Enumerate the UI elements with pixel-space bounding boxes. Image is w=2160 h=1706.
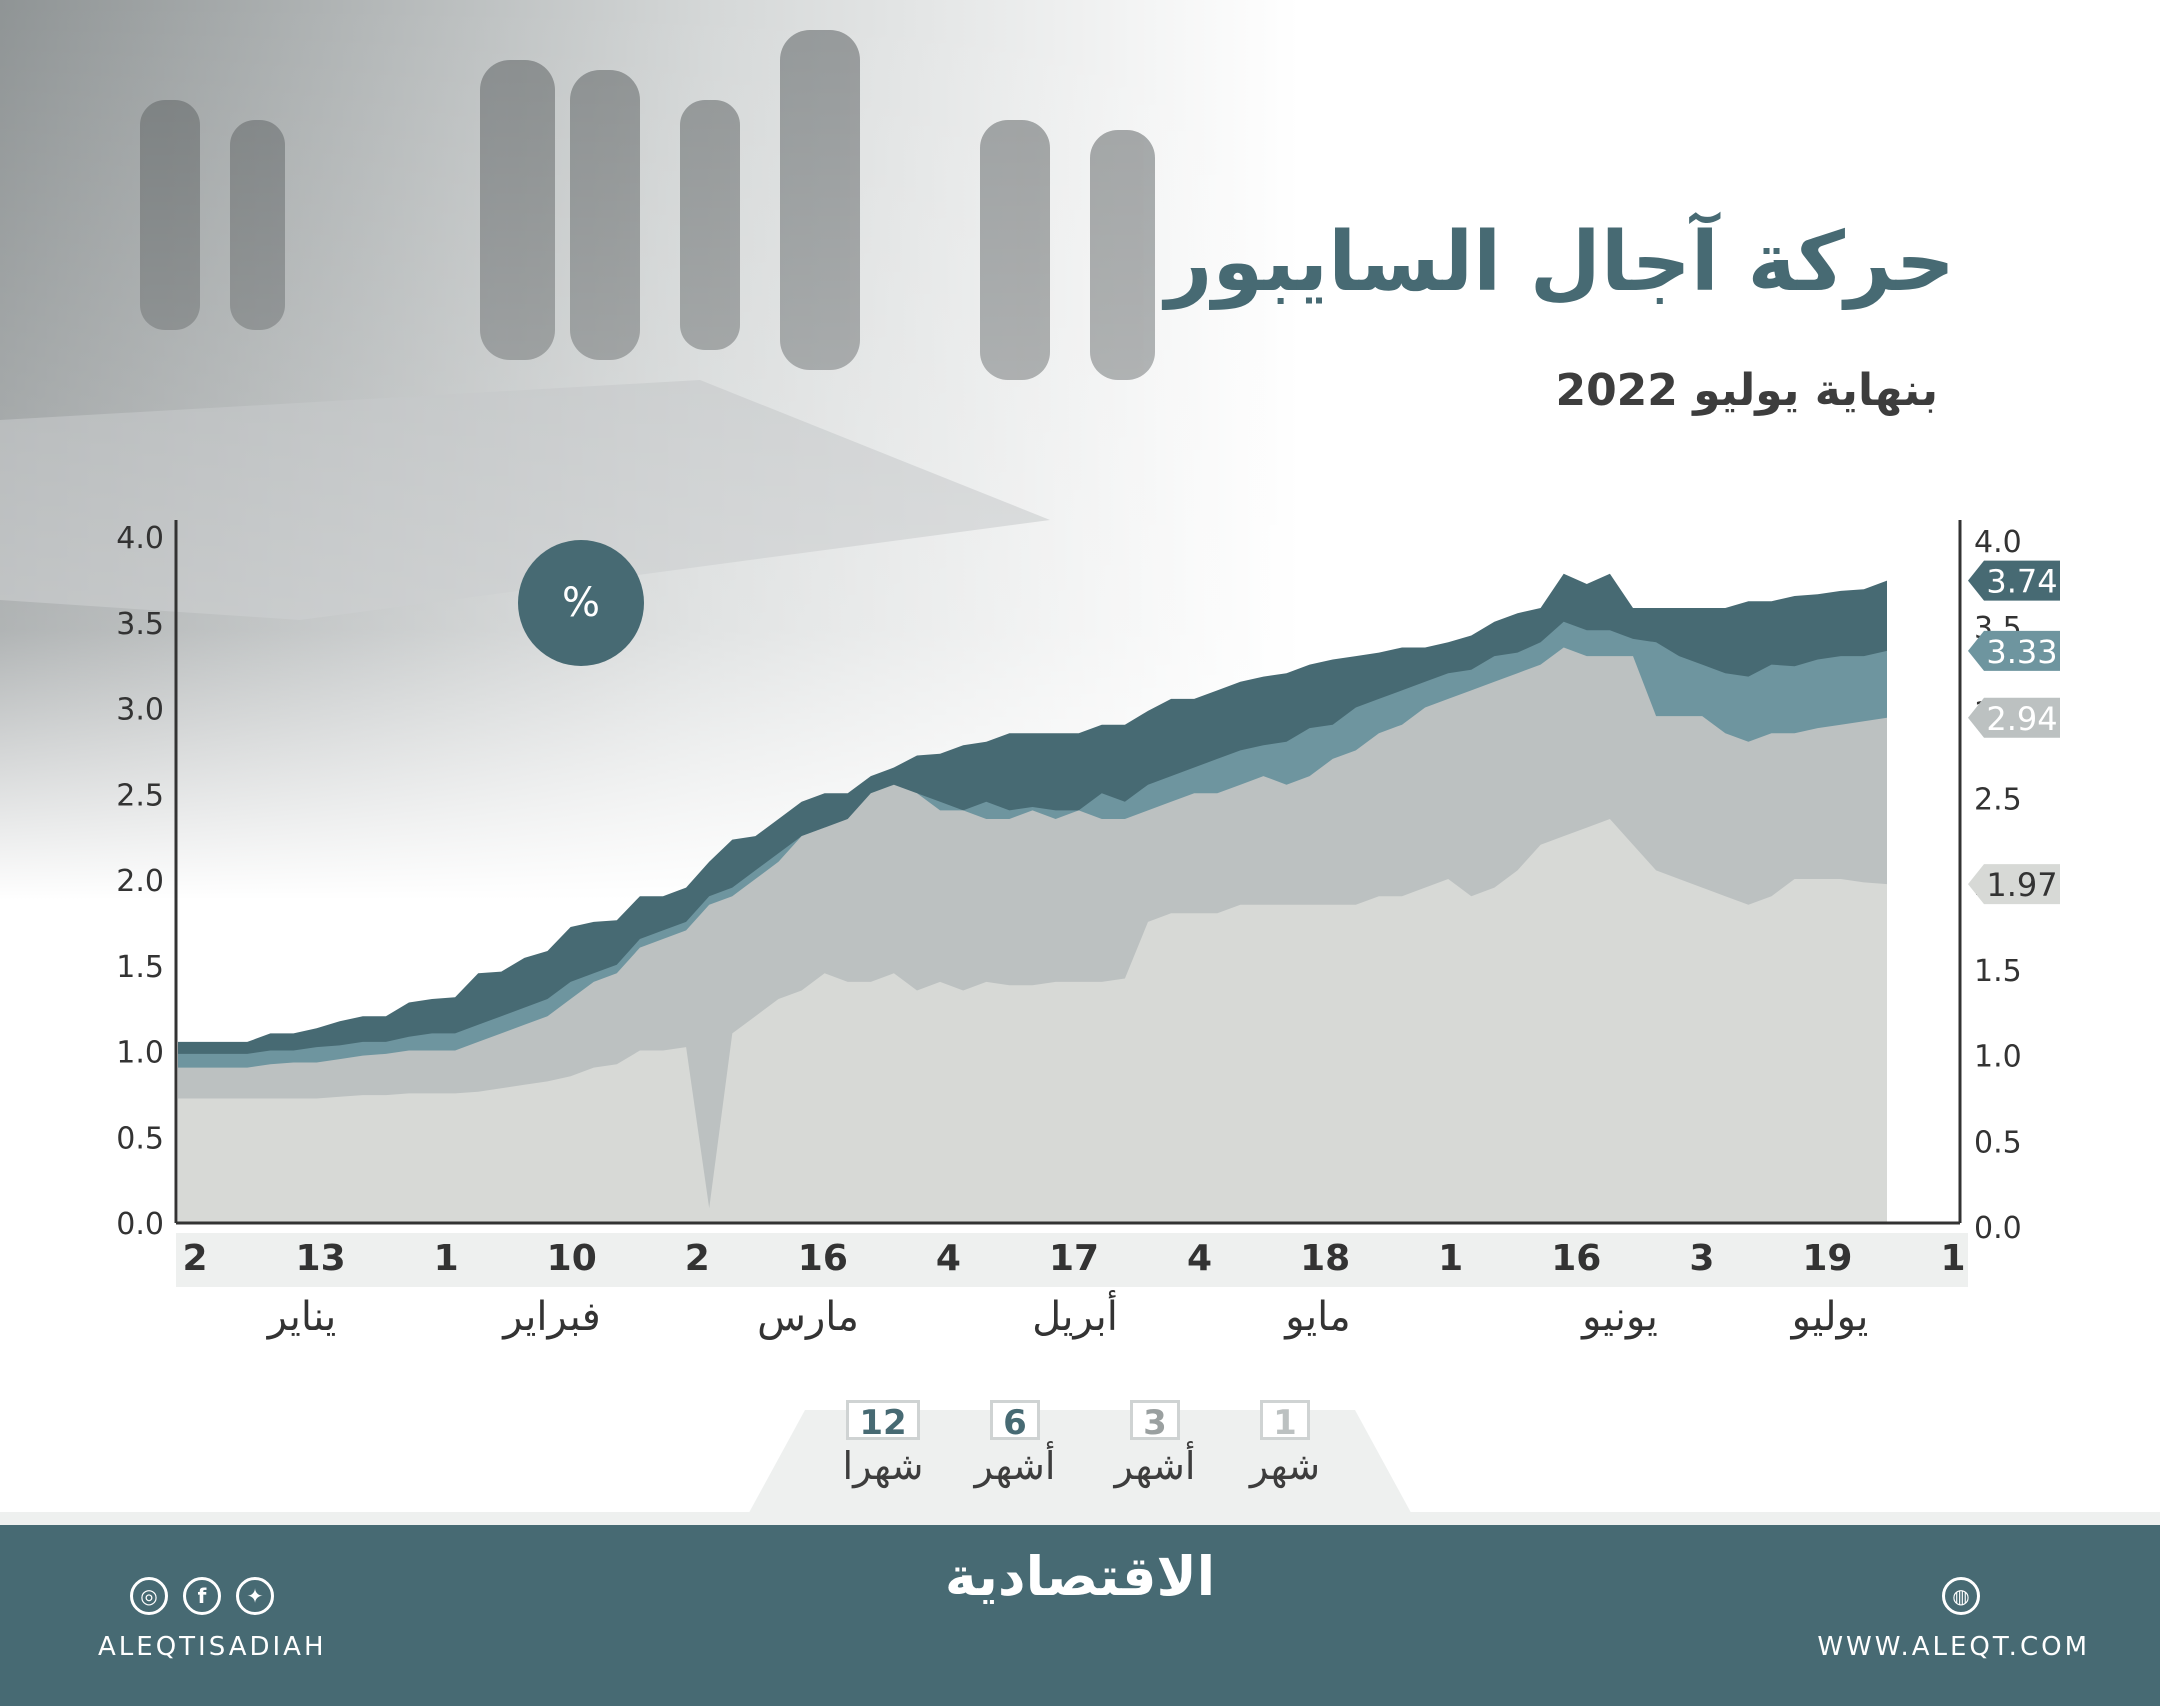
- month-label: يونيو: [1580, 1294, 1658, 1340]
- brand-logo: الاقتصادية: [944, 1545, 1216, 1608]
- y-tick-label-left: 1.5: [116, 950, 164, 985]
- month-label: مارس: [757, 1294, 859, 1340]
- x-tick-label: 18: [1300, 1238, 1350, 1279]
- end-value-label: 3.33: [1986, 633, 2057, 671]
- end-value-tag: [1968, 864, 2060, 905]
- y-tick-label-right: 1.5: [1974, 954, 2022, 989]
- twitter-icon[interactable]: ✦: [236, 1577, 274, 1615]
- month-label: يوليو: [1790, 1294, 1869, 1340]
- y-tick-label-right: 2.5: [1974, 782, 2022, 817]
- social-handle: ALEQTISADIAH: [98, 1632, 327, 1662]
- y-tick-label-left: 2.5: [116, 778, 164, 813]
- end-value-label: 3.74: [1986, 563, 2057, 601]
- area-chart: 0.00.00.50.51.01.01.51.52.02.02.52.53.03…: [116, 520, 2060, 1340]
- month-label: فبراير: [501, 1294, 601, 1340]
- end-value-tag: [1968, 630, 2060, 671]
- y-tick-label-right: 0.5: [1974, 1125, 2022, 1160]
- x-tick-label: 19: [1802, 1238, 1852, 1279]
- end-value-label: 1.97: [1986, 866, 2057, 904]
- x-tick-label: 17: [1049, 1238, 1099, 1279]
- series-area-4: [178, 819, 1887, 1222]
- legend-label: أشهر: [1114, 1444, 1196, 1488]
- y-tick-label-left: 3.5: [116, 607, 164, 642]
- month-label: مايو: [1283, 1294, 1350, 1340]
- x-tick-label: 1: [1940, 1238, 1965, 1279]
- unit-badge: %: [518, 540, 644, 666]
- legend-item-6m: 6 أشهر: [940, 1400, 1090, 1488]
- legend-label: شهر: [1249, 1444, 1321, 1488]
- x-tick-label: 16: [798, 1238, 848, 1279]
- y-tick-label-left: 1.0: [116, 1036, 164, 1071]
- y-tick-label-right: 1.0: [1974, 1040, 2022, 1075]
- y-tick-label-left: 4.0: [116, 521, 164, 556]
- y-tick-label-right: 0.0: [1974, 1211, 2022, 1246]
- legend-value: 6: [990, 1400, 1040, 1443]
- x-tick-label: 4: [936, 1238, 961, 1279]
- y-tick-label-left: 3.0: [116, 693, 164, 728]
- end-value-tag: [1968, 560, 2060, 601]
- x-tick-label: 1: [1438, 1238, 1463, 1279]
- instagram-icon[interactable]: ◎: [130, 1577, 168, 1615]
- legend-value: 12: [846, 1400, 920, 1443]
- legend-value: 3: [1130, 1400, 1180, 1443]
- end-value-tag: [1968, 697, 2060, 738]
- legend-label: أشهر: [974, 1444, 1056, 1488]
- footer: [0, 1525, 2160, 1706]
- x-tick-label: 3: [1689, 1238, 1714, 1279]
- legend-item-1m: 1 شهر: [1210, 1400, 1360, 1488]
- facebook-icon[interactable]: f: [183, 1577, 221, 1615]
- footer-strip: [0, 1512, 2160, 1525]
- y-tick-label-left: 0.5: [116, 1121, 164, 1156]
- website-link[interactable]: WWW.ALEQT.COM: [1817, 1632, 2090, 1662]
- month-label: يناير: [266, 1294, 337, 1340]
- y-tick-label-right: 4.0: [1974, 525, 2022, 560]
- legend-value: 1: [1260, 1400, 1310, 1443]
- chart-title: حركة آجال السايبور: [1165, 215, 1955, 310]
- x-tick-label: 4: [1187, 1238, 1212, 1279]
- month-label: أبريل: [1032, 1290, 1118, 1340]
- legend-label: شهرا: [842, 1444, 924, 1488]
- y-tick-label-left: 0.0: [116, 1207, 164, 1242]
- legend-item-12m: 12 شهرا: [808, 1400, 958, 1488]
- y-tick-label-left: 2.0: [116, 864, 164, 899]
- end-value-label: 2.94: [1986, 700, 2057, 738]
- x-tick-label: 1: [434, 1238, 459, 1279]
- chart-subtitle: بنهاية يوليو 2022: [1555, 365, 1938, 416]
- x-axis-band: [176, 1233, 1968, 1287]
- x-tick-label: 2: [182, 1238, 207, 1279]
- legend-item-3m: 3 أشهر: [1080, 1400, 1230, 1488]
- x-tick-label: 13: [296, 1238, 346, 1279]
- globe-icon[interactable]: ◍: [1942, 1577, 1980, 1615]
- x-tick-label: 2: [685, 1238, 710, 1279]
- x-tick-label: 16: [1551, 1238, 1601, 1279]
- x-tick-label: 10: [547, 1238, 597, 1279]
- background-photo: [0, 0, 1300, 900]
